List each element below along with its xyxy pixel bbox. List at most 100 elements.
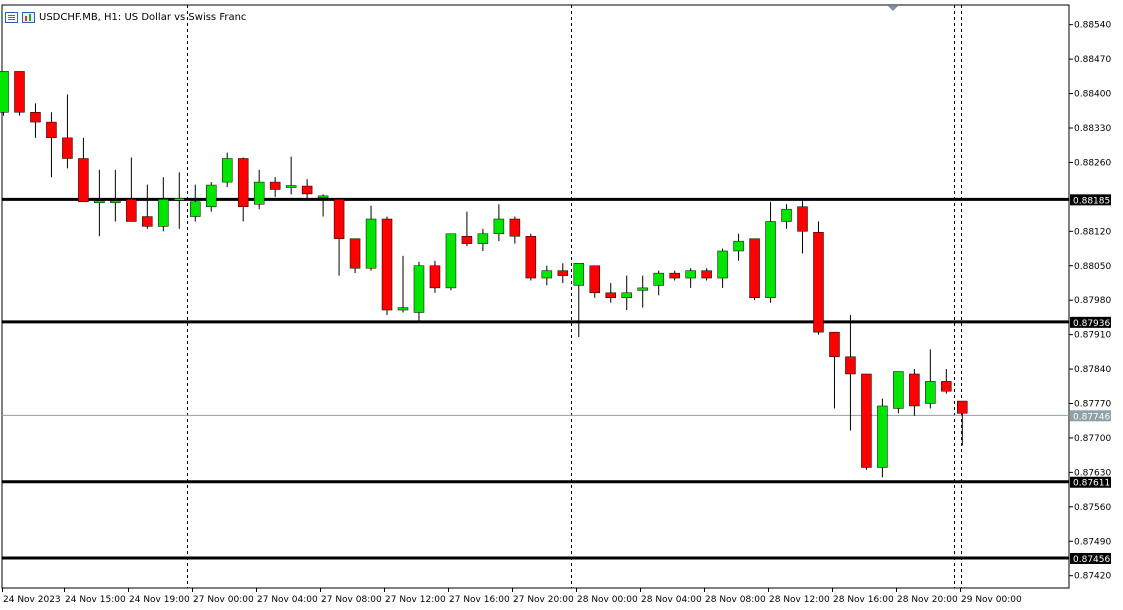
candle <box>829 331 840 409</box>
bull-candle-body <box>637 287 648 291</box>
candle <box>605 282 616 303</box>
level-price-label-box <box>1070 316 1111 328</box>
candle <box>621 275 632 311</box>
bull-candle-body <box>925 381 936 404</box>
bull-candle-body <box>253 181 265 205</box>
bull-candle-body <box>685 270 696 279</box>
candle <box>845 314 856 431</box>
chart-list-icon[interactable] <box>5 11 18 23</box>
candle <box>589 265 601 298</box>
candle <box>62 94 73 169</box>
bear-candle-body <box>525 235 537 279</box>
bull-candle-body <box>781 208 792 222</box>
bear-candle-body <box>46 121 57 139</box>
current-price-label: 0.87746 <box>1073 412 1110 422</box>
bull-candle-body <box>477 233 489 244</box>
level-price-label: 0.87936 <box>1073 319 1110 329</box>
bull-candle-body <box>285 185 297 188</box>
y-tick-label: 0.88400 <box>1074 90 1111 100</box>
candle <box>893 371 904 414</box>
candle <box>797 199 808 254</box>
x-tick-label: 27 Nov 16:00 <box>449 595 510 605</box>
candle <box>461 211 473 247</box>
candle <box>381 216 393 315</box>
bear-candle-body <box>301 185 313 195</box>
candle <box>285 156 297 195</box>
x-tick-label: 28 Nov 16:00 <box>833 595 894 605</box>
bear-candle-body <box>333 199 345 239</box>
bear-candle-body <box>589 265 601 294</box>
y-tick-label: 0.88260 <box>1074 158 1111 168</box>
level-price-label-box <box>1070 476 1111 488</box>
x-tick-label: 27 Nov 04:00 <box>257 595 318 605</box>
candle <box>349 238 361 274</box>
bear-candle-body <box>349 238 361 269</box>
bull-candle-body <box>445 233 457 289</box>
bull-candle-body <box>94 200 105 204</box>
candle <box>557 263 569 283</box>
bear-candle-body <box>62 137 73 159</box>
y-tick-label: 0.87770 <box>1074 400 1111 410</box>
y-tick-label: 0.87560 <box>1074 503 1111 513</box>
bear-candle-body <box>142 216 153 227</box>
candle <box>317 194 329 217</box>
bear-candle-body <box>797 206 808 232</box>
bull-candle-body <box>0 71 9 113</box>
bull-candle-body <box>877 405 888 468</box>
level-price-label-box <box>1070 552 1111 564</box>
x-tick-label: 24 Nov 19:00 <box>129 595 190 605</box>
y-tick-label: 0.88330 <box>1074 124 1111 134</box>
candle <box>701 268 712 281</box>
level-price-label-box <box>1070 194 1111 206</box>
candle <box>685 268 696 288</box>
bear-candle-body <box>813 232 824 333</box>
candle <box>0 71 9 116</box>
candle <box>126 157 137 222</box>
bull-candle-body <box>717 250 728 279</box>
candle <box>110 169 121 222</box>
bear-candle-body <box>941 381 952 392</box>
current-price-label-box <box>1070 410 1111 422</box>
bear-candle-body <box>78 158 89 203</box>
candle <box>669 270 680 281</box>
y-tick-label: 0.88050 <box>1074 262 1111 272</box>
bear-candle-body <box>605 292 616 298</box>
x-tick-label: 28 Nov 04:00 <box>641 595 702 605</box>
y-tick-label: 0.88470 <box>1074 55 1111 65</box>
candle <box>158 177 169 232</box>
bear-candle-body <box>14 71 25 113</box>
candle <box>78 137 89 203</box>
x-tick-label: 28 Nov 12:00 <box>769 595 830 605</box>
bear-candle-body <box>269 181 281 190</box>
bull-candle-body <box>110 200 121 204</box>
candle <box>333 199 345 276</box>
x-tick-label: 27 Nov 12:00 <box>385 595 446 605</box>
candle <box>221 152 233 188</box>
x-tick-label: 27 Nov 20:00 <box>513 595 574 605</box>
candle <box>525 233 537 281</box>
chart-title-bar: USDCHF.MB, H1: US Dollar vs Swiss Franc <box>5 9 246 25</box>
x-tick-label: 24 Nov 2023 <box>3 595 61 605</box>
x-tick-label: 29 Nov 00:00 <box>961 595 1022 605</box>
candle <box>237 157 249 222</box>
bull-candle-body <box>621 292 632 298</box>
y-tick-label: 0.88120 <box>1074 227 1111 237</box>
y-tick-label: 0.87630 <box>1074 468 1111 478</box>
candle <box>765 201 776 303</box>
bull-candle-body <box>493 218 505 235</box>
candle <box>413 261 425 323</box>
level-price-label: 0.87456 <box>1073 555 1110 565</box>
candle <box>493 204 505 242</box>
chart-symbol-icon[interactable] <box>22 11 35 23</box>
bear-candle-body <box>701 270 712 279</box>
bull-candle-body <box>221 158 233 183</box>
candle <box>717 248 728 288</box>
bear-candle-body <box>509 218 521 237</box>
candle <box>861 373 872 470</box>
bear-candle-body <box>749 238 760 298</box>
bull-candle-body <box>573 263 585 286</box>
candle <box>941 369 952 394</box>
bear-candle-body <box>909 373 920 407</box>
bear-candle-body <box>429 265 441 289</box>
